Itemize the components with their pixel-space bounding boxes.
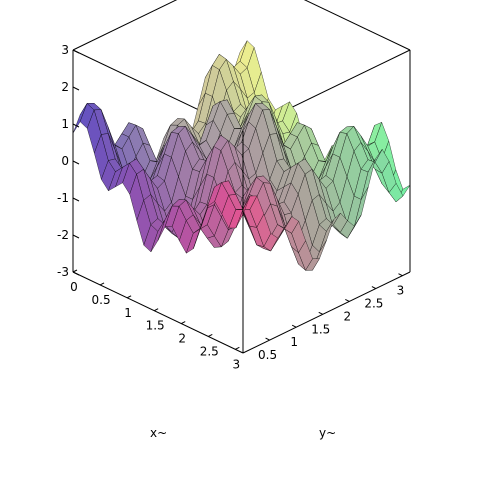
z-tick-label: 0 — [61, 154, 69, 168]
z-tick-mark — [72, 160, 80, 165]
y-tick-mark — [291, 324, 297, 328]
x-axis-title: x~ — [150, 426, 167, 440]
y-tick-mark — [318, 311, 323, 315]
x-tick-mark — [208, 334, 213, 337]
y-tick-mark — [371, 286, 377, 289]
z-tick-label: 1 — [61, 117, 69, 131]
x-tick-mark — [235, 346, 240, 350]
x-tick-mark — [99, 282, 105, 286]
z-tick-label: 3 — [61, 43, 69, 57]
x-tick-mark — [126, 295, 132, 299]
z-tick-label: -2 — [57, 228, 69, 242]
x-tick-mark — [153, 308, 159, 312]
y-tick-label: 1.5 — [311, 322, 330, 336]
z-tick-mark — [72, 49, 80, 54]
box-edge — [72, 271, 244, 354]
x-tick-label: 1.5 — [146, 319, 165, 333]
x-tick-label: 3 — [233, 357, 241, 371]
x-tick-mark — [72, 269, 78, 273]
box-edge — [303, 0, 411, 51]
box-frame-front — [72, 131, 411, 354]
z-tick-label: -3 — [57, 265, 69, 279]
y-tick-label: 1 — [290, 335, 298, 349]
x-tick-label: 0 — [70, 280, 78, 294]
y-tick-label: 3 — [397, 284, 405, 298]
z-tick-mark — [72, 123, 80, 128]
x-axis: 0 0.5 1 1.5 2 2.5 3 — [70, 269, 241, 371]
x-tick-label: 1 — [124, 306, 132, 320]
y-axis-title: y~ — [319, 426, 336, 440]
x-tick-label: 2.5 — [200, 344, 219, 358]
z-tick-mark — [72, 234, 80, 239]
z-tick-mark — [72, 271, 80, 276]
y-tick-label: 0.5 — [258, 348, 277, 362]
y-tick-mark — [345, 298, 350, 302]
box-edge — [242, 271, 411, 354]
z-tick-label: -1 — [57, 191, 69, 205]
x-tick-label: 0.5 — [92, 293, 111, 307]
x-tick-label: 2 — [178, 332, 186, 346]
y-tick-label: 2 — [343, 309, 351, 323]
z-tick-mark — [72, 197, 80, 202]
y-axis: 0.5 1 1.5 2 2.5 3 — [258, 273, 405, 362]
x-tick-mark — [181, 321, 186, 325]
y-tick-mark — [265, 337, 270, 341]
z-axis: -3 -2 -1 0 1 2 3 — [57, 43, 80, 279]
surface-mesh — [72, 40, 411, 271]
z-tick-mark — [72, 86, 80, 91]
z-tick-label: 2 — [61, 80, 69, 94]
box-edge — [72, 0, 178, 51]
y-tick-mark — [398, 273, 403, 277]
y-tick-label: 2.5 — [364, 297, 383, 311]
